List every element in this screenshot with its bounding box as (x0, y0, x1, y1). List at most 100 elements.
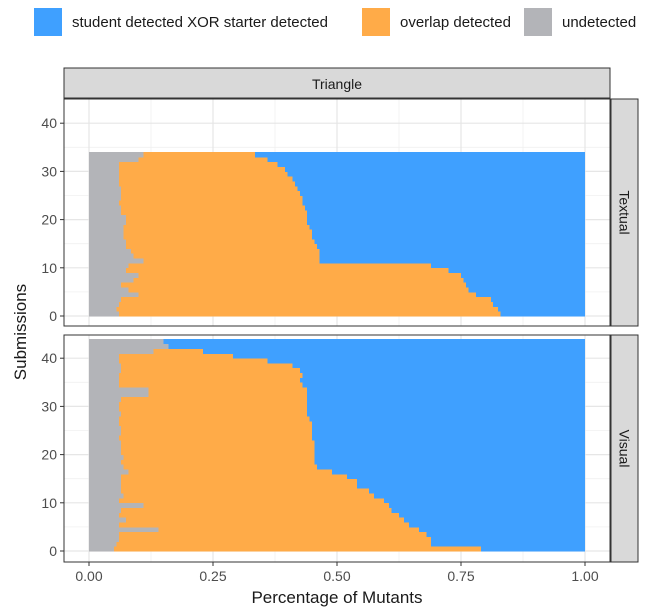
bar-segment-xor (319, 253, 585, 259)
bar-segment-xor (307, 219, 585, 225)
bar-segment-undetected (89, 478, 122, 484)
bar-segment-overlap (123, 229, 313, 235)
bar-segment-overlap (126, 219, 308, 225)
bar-segment-xor (431, 262, 585, 269)
bar-segment-undetected (89, 387, 149, 393)
bar-segment-overlap (118, 531, 427, 537)
bar-segment-xor (287, 171, 585, 177)
legend-item-overlap: overlap detected (362, 8, 511, 36)
bar-segment-xor (307, 411, 585, 417)
bar-segment-undetected (89, 277, 134, 283)
legend-label-xor: student detected XOR starter detected (72, 13, 328, 31)
bar-segment-undetected (89, 195, 122, 201)
bar-segment-undetected (89, 363, 122, 369)
bar-segment-undetected (89, 358, 119, 364)
bar-segment-undetected (89, 200, 119, 206)
bar-segment-undetected (89, 464, 124, 470)
bar-segment-undetected (89, 541, 117, 547)
bar-segment-overlap (121, 444, 315, 451)
bar-segment-overlap (121, 195, 303, 201)
y-tick-label: 20 (41, 447, 57, 463)
bar-segment-xor (232, 353, 585, 359)
bar-segment-undetected (89, 546, 114, 552)
bar-segment-xor (498, 306, 585, 312)
bar-segment-xor (307, 387, 585, 393)
bar-segment-undetected (89, 420, 119, 427)
x-tick-label: 0.75 (447, 568, 474, 584)
bar-segment-xor (292, 176, 585, 182)
bar-segment-xor (297, 185, 585, 192)
bar-segment-undetected (89, 526, 159, 533)
bar-segment-xor (346, 473, 585, 480)
bar-segment-undetected (89, 171, 119, 177)
bar-segment-xor (203, 348, 585, 354)
bar-segment-xor (267, 358, 585, 364)
x-tick-label: 1.00 (571, 568, 598, 584)
bar-segment-xor (302, 382, 585, 388)
bar-segment-xor (475, 291, 585, 298)
bar-segment-overlap (116, 306, 499, 312)
bar-segment-overlap (121, 296, 491, 302)
row-strip-label: Textual (617, 190, 633, 234)
bar-segment-xor (369, 488, 585, 494)
bar-segment-overlap (118, 377, 300, 383)
bar-segment-xor (307, 401, 585, 407)
bar-segment-undetected (89, 205, 122, 211)
bar-segment-overlap (138, 156, 268, 163)
bar-segment-xor (309, 224, 585, 230)
bar-segment-overlap (153, 348, 204, 354)
bar-segment-xor (463, 277, 585, 283)
bar-segment-undetected (89, 156, 139, 163)
bar-segment-xor (255, 152, 585, 158)
bar-segment-overlap (128, 287, 469, 293)
bar-segment-overlap (148, 387, 308, 393)
bar-segment-xor (309, 416, 585, 422)
bar-segment-undetected (89, 343, 169, 349)
bar-segment-overlap (118, 382, 303, 388)
bar-segment-xor (374, 493, 585, 499)
bar-segment-xor (356, 478, 585, 484)
bar-segment-overlap (143, 502, 390, 509)
bar-segment-undetected (89, 311, 119, 317)
bar-segment-undetected (89, 416, 119, 422)
panel-border (63, 98, 611, 327)
bar-segment-undetected (89, 454, 124, 460)
bar-segment-xor (307, 214, 585, 220)
bar-segment-overlap (118, 358, 268, 364)
bar-segment-xor (314, 449, 585, 455)
bar-segment-undetected (89, 522, 119, 528)
legend-item-undetected: undetected (524, 8, 636, 36)
bar-segment-undetected (89, 287, 129, 293)
bar-segment-undetected (89, 493, 124, 499)
bar-segment-xor (403, 517, 585, 523)
bar-segment-overlap (128, 262, 432, 269)
bar-segment-undetected (89, 372, 119, 378)
y-tick-label: 20 (41, 212, 57, 228)
y-tick-label: 30 (41, 163, 57, 179)
bar-segment-xor (168, 343, 586, 349)
bar-segment-undetected (89, 517, 127, 523)
x-tick-label: 0.00 (75, 568, 102, 584)
row-strip (610, 98, 639, 327)
bar-segment-undetected (89, 238, 127, 245)
bar-segment-xor (304, 205, 585, 211)
bar-segment-undetected (89, 469, 129, 475)
bar-segment-overlap (133, 277, 464, 283)
bar-segment-undetected (89, 377, 119, 383)
bar-segment-xor (314, 444, 585, 451)
bar-segment-overlap (123, 234, 313, 240)
x-tick-label: 0.50 (323, 568, 350, 584)
bar-segment-xor (465, 282, 585, 288)
bar-segment-overlap (138, 272, 461, 278)
bar-segment-undetected (89, 531, 119, 537)
legend-label-undetected: undetected (562, 13, 637, 31)
bar-segment-overlap (121, 430, 313, 436)
bar-segment-overlap (121, 488, 370, 494)
bar-segment-undetected (89, 488, 122, 494)
bar-segment-xor (314, 459, 585, 465)
bar-segment-undetected (89, 190, 122, 196)
legend-swatch-overlap (362, 8, 390, 36)
bar-segment-xor (500, 311, 585, 317)
bar-segment-xor (294, 181, 585, 187)
